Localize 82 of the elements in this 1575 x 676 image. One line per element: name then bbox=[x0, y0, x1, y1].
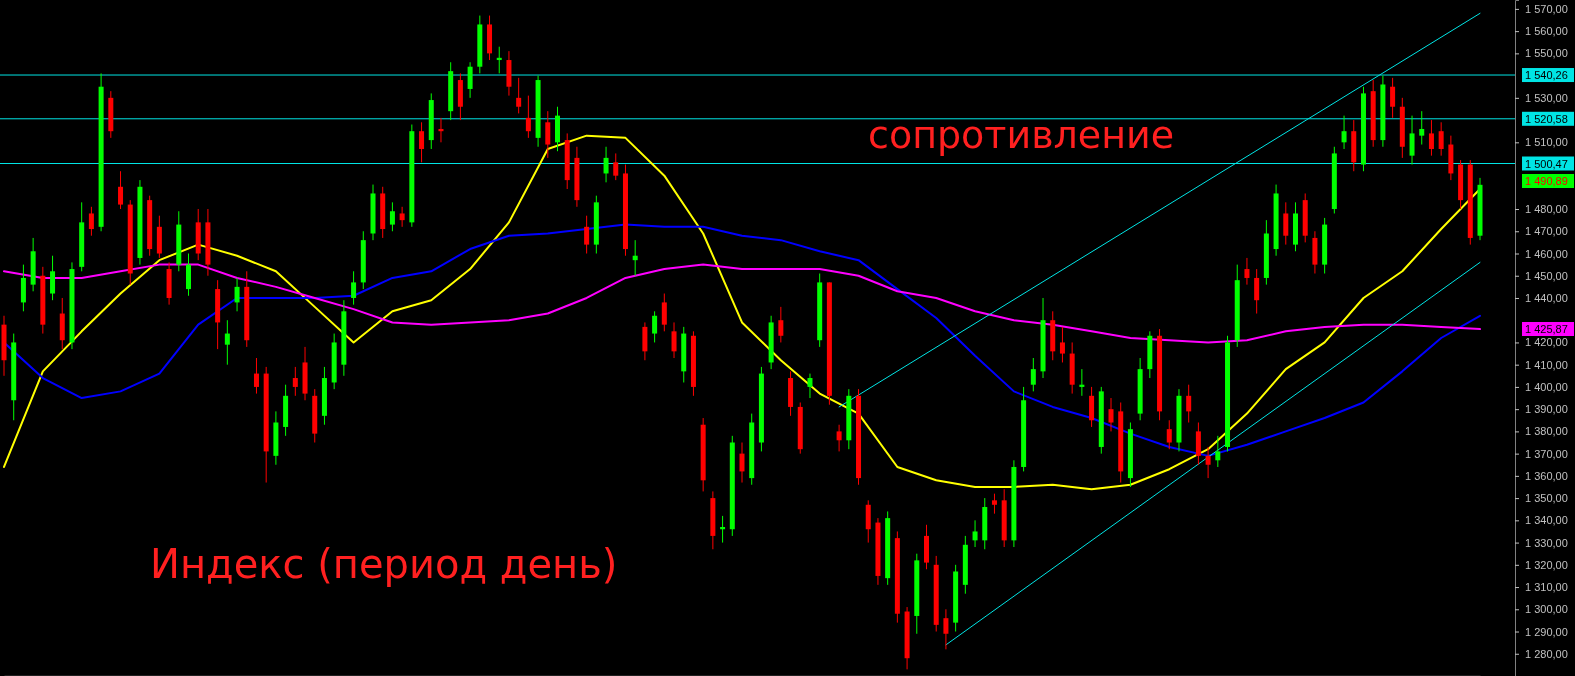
ref-line-label: 1 500,47 bbox=[1525, 157, 1568, 170]
candlestick bbox=[253, 357, 259, 395]
candlestick bbox=[118, 170, 124, 210]
y-tick-label: 1 380,00 bbox=[1525, 425, 1568, 438]
candlestick bbox=[1254, 268, 1260, 315]
candlestick bbox=[1428, 119, 1434, 157]
candlestick bbox=[1419, 110, 1425, 146]
candlestick bbox=[88, 206, 94, 237]
y-tick-label: 1 340,00 bbox=[1525, 514, 1568, 527]
y-tick-label: 1 450,00 bbox=[1525, 269, 1568, 282]
candlestick bbox=[234, 277, 240, 312]
y-tick-label: 1 420,00 bbox=[1525, 336, 1568, 349]
candlestick bbox=[467, 61, 473, 99]
y-tick-label: 1 550,00 bbox=[1525, 47, 1568, 60]
candlestick bbox=[292, 366, 298, 397]
candlestick bbox=[807, 373, 813, 399]
y-tick-label: 1 440,00 bbox=[1525, 291, 1568, 304]
line-series bbox=[3, 263, 1481, 344]
y-tick-label: 1 350,00 bbox=[1525, 492, 1568, 505]
annotation: сопротивление bbox=[868, 113, 1175, 157]
candlestick bbox=[525, 95, 531, 139]
candlestick bbox=[972, 519, 978, 548]
candlestick bbox=[613, 152, 619, 181]
candlestick bbox=[1079, 368, 1085, 397]
candlestick bbox=[584, 215, 590, 254]
y-tick-label: 1 400,00 bbox=[1525, 380, 1568, 393]
candlestick bbox=[1166, 419, 1172, 450]
y-tick-label: 1 370,00 bbox=[1525, 447, 1568, 460]
y-tick-label: 1 280,00 bbox=[1525, 647, 1568, 660]
candlestick bbox=[1030, 357, 1036, 392]
y-tick-label: 1 480,00 bbox=[1525, 203, 1568, 216]
candlestick bbox=[419, 121, 425, 163]
y-tick-label: 1 470,00 bbox=[1525, 225, 1568, 238]
candlestick bbox=[991, 493, 997, 515]
candlestick bbox=[1438, 121, 1444, 157]
y-tick-label: 1 310,00 bbox=[1525, 581, 1568, 594]
candlestick bbox=[1205, 446, 1211, 479]
ref-line-label: 1 520,58 bbox=[1525, 112, 1568, 125]
y-tick-label: 1 460,00 bbox=[1525, 247, 1568, 260]
candlestick bbox=[836, 424, 842, 452]
candlestick bbox=[1390, 77, 1396, 119]
text: 1 425,87 bbox=[1525, 323, 1568, 335]
candlestick bbox=[1186, 384, 1192, 423]
text: 1 490,89 bbox=[1525, 175, 1568, 187]
y-tick-label: 1 300,00 bbox=[1525, 603, 1568, 616]
candlestick bbox=[1341, 115, 1347, 150]
candlestick bbox=[399, 206, 405, 228]
candlestick bbox=[351, 270, 357, 306]
candlestick bbox=[652, 310, 658, 343]
candlestick bbox=[1108, 397, 1114, 432]
y-tick-label: 1 330,00 bbox=[1525, 536, 1568, 549]
candlestick bbox=[778, 306, 784, 343]
y-tick-label: 1 360,00 bbox=[1525, 469, 1568, 482]
ref-line-label: 1 540,26 bbox=[1525, 69, 1568, 82]
y-tick-label: 1 290,00 bbox=[1525, 625, 1568, 638]
candlestick bbox=[496, 46, 502, 74]
candlestick bbox=[438, 117, 444, 143]
y-tick-label: 1 390,00 bbox=[1525, 403, 1568, 416]
candlestick bbox=[603, 146, 609, 183]
candlestick bbox=[1409, 115, 1415, 166]
candlestick bbox=[661, 293, 667, 332]
candlestick bbox=[1215, 435, 1221, 468]
candlestick bbox=[739, 442, 745, 484]
candlestick bbox=[516, 77, 522, 114]
text: Индекс (период день) bbox=[150, 541, 618, 587]
y-tick-label: 1 510,00 bbox=[1525, 136, 1568, 149]
candlestick bbox=[632, 239, 638, 277]
candlestick bbox=[545, 110, 551, 159]
y-tick-label: 1 410,00 bbox=[1525, 358, 1568, 371]
candlestick bbox=[671, 321, 677, 359]
candlestick bbox=[720, 515, 726, 544]
candlestick bbox=[1244, 257, 1250, 286]
candlestick bbox=[389, 201, 395, 232]
candlestick bbox=[224, 319, 230, 366]
candlestick bbox=[943, 608, 949, 650]
y-tick-label: 1 560,00 bbox=[1525, 25, 1568, 38]
y-tick-label: 1 570,00 bbox=[1525, 2, 1568, 15]
y-tick-label: 1 320,00 bbox=[1525, 558, 1568, 571]
y-tick-label: 1 530,00 bbox=[1525, 91, 1568, 104]
candlestick bbox=[1283, 201, 1289, 246]
candlestick bbox=[1059, 326, 1065, 363]
candlestick bbox=[50, 255, 56, 301]
